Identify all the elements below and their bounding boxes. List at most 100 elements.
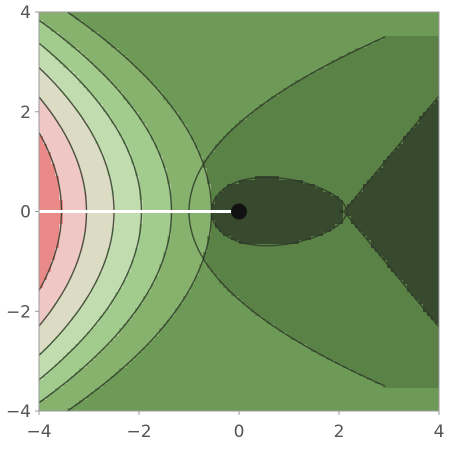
contour-cell xyxy=(111,160,116,165)
contour-cell xyxy=(139,48,144,53)
contour-cell xyxy=(435,172,439,177)
contour-cell xyxy=(427,24,432,29)
contour-cell xyxy=(95,144,100,149)
contour-cell xyxy=(279,32,284,37)
contour-cell xyxy=(263,108,268,113)
contour-cell xyxy=(251,152,256,157)
contour-cell xyxy=(231,116,236,121)
contour-cell xyxy=(319,68,324,73)
contour-cell xyxy=(127,176,132,181)
contour-cell xyxy=(423,188,428,193)
contour-cell xyxy=(343,116,348,121)
contour-cell xyxy=(235,40,240,45)
contour-cell xyxy=(187,36,192,41)
contour-cell xyxy=(387,92,392,97)
contour-cell xyxy=(163,80,168,85)
contour-cell xyxy=(435,176,439,181)
contour-cell xyxy=(355,20,360,25)
contour-cell xyxy=(163,148,168,153)
contour-cell xyxy=(159,60,164,65)
contour-cell xyxy=(279,52,284,57)
contour-cell xyxy=(351,136,356,141)
contour-cell xyxy=(211,56,216,61)
contour-cell xyxy=(75,64,80,69)
contour-cell xyxy=(427,164,432,169)
contour-cell xyxy=(395,104,400,109)
contour-cell xyxy=(383,136,388,141)
contour-cell xyxy=(39,144,44,149)
contour-cell xyxy=(175,132,180,137)
contour-cell xyxy=(383,148,388,153)
contour-cell xyxy=(179,76,184,81)
contour-cell xyxy=(87,180,92,185)
contour-cell xyxy=(279,16,284,21)
contour-cell xyxy=(175,184,180,189)
contour-cell xyxy=(231,76,236,81)
contour-cell xyxy=(219,88,224,93)
contour-cell xyxy=(427,168,432,173)
contour-cell xyxy=(311,48,316,53)
contour-cell xyxy=(75,44,80,49)
contour-cell xyxy=(243,60,248,65)
contour-cell xyxy=(323,104,328,109)
contour-cell xyxy=(403,208,408,213)
contour-cell xyxy=(127,36,132,41)
contour-cell xyxy=(235,164,240,169)
contour-cell xyxy=(255,132,260,137)
contour-cell xyxy=(247,120,252,125)
contour-cell xyxy=(227,68,232,73)
contour-cell xyxy=(243,144,248,149)
contour-cell xyxy=(131,40,136,45)
contour-cell xyxy=(183,156,188,161)
contour-cell xyxy=(111,100,116,105)
contour-cell xyxy=(407,80,412,85)
contour-cell xyxy=(347,40,352,45)
contour-cell xyxy=(299,64,304,69)
contour-cell xyxy=(119,12,124,17)
contour-cell xyxy=(219,192,224,197)
contour-cell xyxy=(55,132,60,137)
contour-cell xyxy=(411,36,416,41)
contour-cell xyxy=(223,168,228,173)
contour-cell xyxy=(375,20,380,25)
contour-cell xyxy=(291,96,296,101)
contour-cell xyxy=(351,176,356,181)
contour-cell xyxy=(335,180,340,185)
contour-cell xyxy=(295,172,300,177)
contour-cell xyxy=(335,64,340,69)
contour-cell xyxy=(411,60,416,65)
contour-cell xyxy=(351,172,356,177)
contour-cell xyxy=(59,52,64,57)
contour-cell xyxy=(391,208,396,213)
contour-cell xyxy=(75,92,80,97)
contour-cell xyxy=(247,60,252,65)
contour-cell xyxy=(371,148,376,153)
contour-cell xyxy=(99,132,104,137)
contour-cell xyxy=(419,92,424,97)
contour-cell xyxy=(203,108,208,113)
contour-cell xyxy=(227,132,232,137)
contour-cell xyxy=(175,192,180,197)
contour-cell xyxy=(167,36,172,41)
contour-cell xyxy=(175,32,180,37)
contour-cell xyxy=(307,56,312,61)
contour-cell xyxy=(179,128,184,133)
contour-cell xyxy=(203,144,208,149)
contour-cell xyxy=(75,72,80,77)
contour-cell xyxy=(359,124,364,129)
contour-cell xyxy=(271,172,276,177)
contour-cell xyxy=(39,56,44,61)
contour-cell xyxy=(191,92,196,97)
contour-cell xyxy=(351,44,356,49)
contour-cell xyxy=(39,124,44,129)
contour-cell xyxy=(91,16,96,21)
contour-cell xyxy=(283,128,288,133)
contour-cell xyxy=(363,208,368,213)
contour-cell xyxy=(179,20,184,25)
contour-cell xyxy=(427,36,432,41)
contour-cell xyxy=(99,184,104,189)
contour-cell xyxy=(219,80,224,85)
contour-cell xyxy=(407,148,412,153)
contour-cell xyxy=(167,116,172,121)
contour-cell xyxy=(55,96,60,101)
